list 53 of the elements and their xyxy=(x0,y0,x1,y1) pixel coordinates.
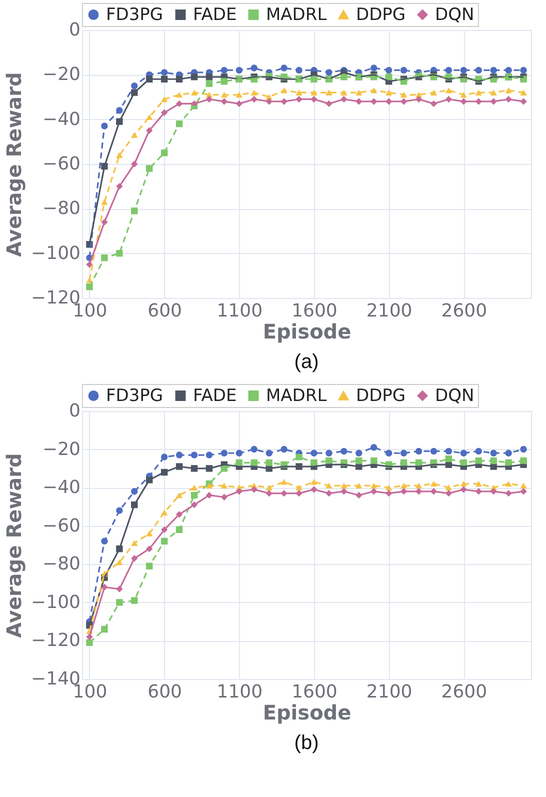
x-tick-label: 2100 xyxy=(366,682,412,702)
point xyxy=(326,457,332,464)
legend-label: MADRL xyxy=(266,386,328,406)
y-tick-label: −40 xyxy=(42,108,80,130)
legend-label: DQN xyxy=(435,386,474,406)
x-axis-title: Episode xyxy=(262,700,352,724)
x-tick-label: 600 xyxy=(148,300,182,322)
point xyxy=(116,152,123,158)
x-tick-label: 2100 xyxy=(366,300,412,322)
y-tick-label: −80 xyxy=(42,198,80,220)
legend-label: FD3PG xyxy=(106,386,164,406)
point xyxy=(475,90,482,96)
point xyxy=(356,90,362,96)
legend-label: FADE xyxy=(193,4,237,25)
point xyxy=(520,446,527,453)
y-tick-label: −100 xyxy=(31,592,80,613)
y-tick-label: −60 xyxy=(42,515,80,536)
y-axis-title: Average Reward xyxy=(2,453,26,638)
x-tick-label: 600 xyxy=(148,682,182,702)
legend-label: MADRL xyxy=(266,4,328,25)
x-tick-label: 1100 xyxy=(216,300,263,322)
y-tick-label: −20 xyxy=(42,438,80,460)
legend-label: DDPG xyxy=(356,386,406,406)
y-tick-label: −80 xyxy=(42,554,80,575)
legend-label: FADE xyxy=(193,386,237,406)
point xyxy=(101,199,108,205)
point xyxy=(326,90,332,96)
x-tick-label: 1600 xyxy=(292,300,338,322)
legend-label: DDPG xyxy=(356,4,406,25)
text: (a) xyxy=(294,351,319,373)
x-tick-label: 2600 xyxy=(441,682,488,702)
point xyxy=(296,454,302,460)
y-tick-label: −20 xyxy=(42,64,80,86)
point xyxy=(340,74,348,80)
legend-label: FD3PG xyxy=(106,4,164,25)
y-tick-label: −120 xyxy=(31,630,80,652)
y-tick-label: −60 xyxy=(42,154,80,174)
x-tick-label: 2600 xyxy=(441,300,488,322)
x-axis-title: Episode xyxy=(262,320,352,344)
point xyxy=(296,90,302,96)
x-tick-label: 1600 xyxy=(292,682,338,702)
y-axis-title: Average Reward xyxy=(2,72,26,257)
y-tick-label: −100 xyxy=(31,242,80,264)
legend-label: DQN xyxy=(435,4,474,25)
point xyxy=(385,90,392,96)
x-tick-label: 1100 xyxy=(216,682,263,702)
point xyxy=(520,66,527,74)
point xyxy=(116,250,123,257)
point xyxy=(116,599,123,606)
y-tick-label: −40 xyxy=(42,477,80,498)
y-tick-label: 0 xyxy=(69,400,80,422)
y-tick-label: 0 xyxy=(69,20,80,40)
text: (b) xyxy=(294,732,319,754)
